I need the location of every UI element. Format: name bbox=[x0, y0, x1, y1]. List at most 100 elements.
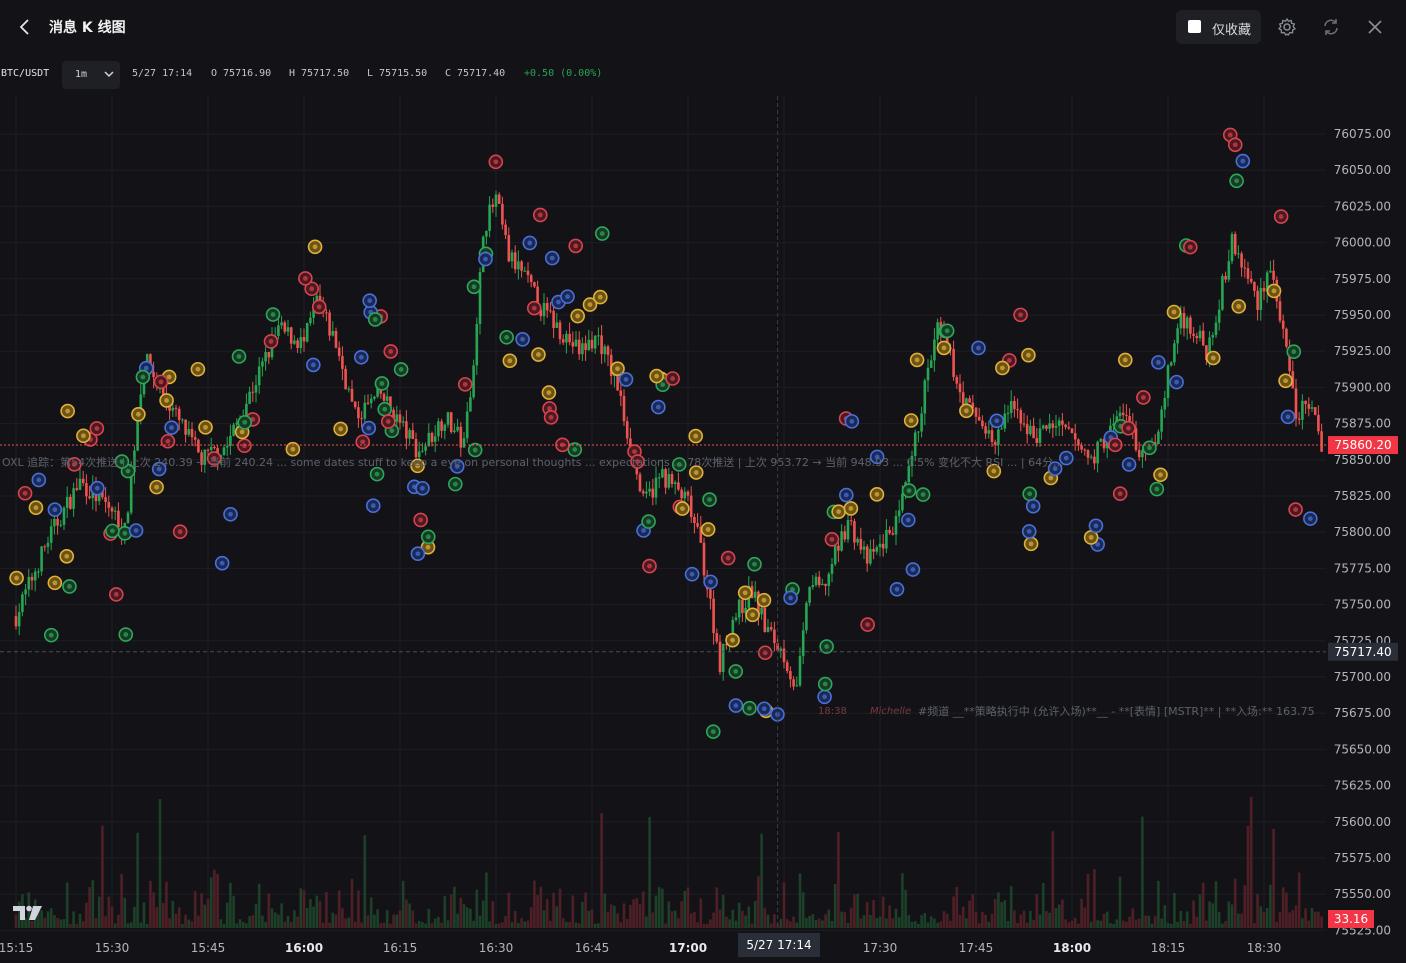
volume-bar bbox=[161, 903, 165, 928]
candle-body bbox=[1307, 403, 1311, 409]
settings-button[interactable] bbox=[1276, 16, 1298, 38]
volume-bar bbox=[251, 915, 255, 928]
volume-bar bbox=[75, 923, 79, 928]
refresh-button[interactable] bbox=[1320, 16, 1342, 38]
volume-bar bbox=[1224, 921, 1227, 928]
candle-body bbox=[888, 529, 891, 534]
candle-body bbox=[344, 368, 347, 390]
message-marker bbox=[843, 501, 859, 516]
volume-bar bbox=[1249, 796, 1253, 928]
candle-body bbox=[1051, 423, 1055, 428]
message-marker bbox=[567, 442, 583, 457]
candle-body bbox=[222, 447, 226, 456]
avatar-dot bbox=[239, 429, 245, 435]
candle-body bbox=[721, 643, 725, 673]
volume-bar bbox=[213, 869, 216, 928]
checkbox[interactable] bbox=[1188, 20, 1201, 33]
volume-bar bbox=[59, 919, 63, 928]
message-marker bbox=[1286, 344, 1302, 360]
message-marker bbox=[522, 235, 538, 251]
volume-bar bbox=[587, 910, 591, 928]
candle-body bbox=[401, 421, 405, 423]
back-button[interactable] bbox=[14, 16, 36, 38]
avatar-dot bbox=[1126, 462, 1132, 467]
message-marker bbox=[367, 312, 383, 327]
volume-bar bbox=[424, 923, 427, 928]
timeframe-select[interactable]: 1m bbox=[62, 61, 120, 89]
avatar-dot bbox=[1026, 352, 1031, 358]
volume-bar bbox=[446, 920, 450, 928]
top-bar: 消息 K 线图 仅收藏 bbox=[0, 0, 1406, 54]
message-marker bbox=[889, 581, 905, 597]
volume-bar bbox=[584, 892, 587, 928]
volume-bar bbox=[1214, 881, 1218, 928]
candle-body bbox=[894, 516, 898, 535]
volume-bar bbox=[14, 914, 18, 928]
tradingview-logo bbox=[13, 905, 42, 920]
volume-bar bbox=[142, 902, 146, 928]
volume-bar bbox=[433, 918, 437, 928]
volume-bar bbox=[865, 902, 869, 928]
message-marker bbox=[742, 700, 757, 716]
candle-body bbox=[104, 497, 107, 503]
candle-body bbox=[792, 679, 795, 687]
avatar-dot bbox=[483, 256, 488, 262]
volume-bar bbox=[885, 918, 888, 928]
candle-body bbox=[869, 548, 872, 564]
volume-bar bbox=[165, 881, 168, 928]
avatar-dot bbox=[1291, 349, 1297, 355]
message-marker bbox=[67, 456, 82, 472]
candle-body bbox=[1317, 414, 1320, 432]
message-marker bbox=[700, 522, 716, 537]
volume-bar bbox=[830, 921, 834, 928]
message-markers[interactable] bbox=[9, 127, 1318, 739]
time-tick-label: 16:15 bbox=[383, 941, 418, 955]
candle-body bbox=[37, 571, 40, 573]
message-marker bbox=[869, 449, 885, 465]
message-marker bbox=[362, 293, 377, 308]
message-marker bbox=[263, 334, 279, 349]
volume-bar bbox=[1000, 901, 1003, 928]
avatar-dot bbox=[693, 470, 699, 475]
avatar-dot bbox=[316, 304, 322, 310]
avatar-dot bbox=[894, 586, 900, 592]
avatar-dot bbox=[177, 529, 183, 535]
close-button[interactable] bbox=[1364, 16, 1386, 38]
avatar-dot bbox=[733, 703, 739, 708]
avatar-dot bbox=[752, 561, 757, 567]
message-marker bbox=[466, 279, 482, 295]
message-marker bbox=[642, 558, 657, 574]
volume-bar bbox=[456, 913, 459, 928]
favorites-only-toggle[interactable]: 仅收藏 bbox=[1176, 10, 1261, 44]
message-marker bbox=[560, 289, 575, 304]
volume-bar bbox=[1288, 912, 1291, 928]
volume-bar bbox=[699, 898, 703, 928]
candle-body bbox=[478, 272, 482, 325]
volume-bar bbox=[62, 919, 66, 928]
message-marker bbox=[413, 512, 428, 528]
candle-body bbox=[923, 380, 927, 414]
candle-body bbox=[629, 438, 632, 453]
candle-body bbox=[85, 483, 88, 497]
candle-body bbox=[1189, 317, 1192, 334]
candle-body bbox=[1192, 333, 1195, 336]
candlestick-chart[interactable]: OXL 追踪：第54次推送 | 上次 240.39 → 当前 240.24 ..… bbox=[0, 96, 1406, 963]
candle-body bbox=[501, 203, 504, 225]
candle-body bbox=[625, 421, 629, 439]
message-marker bbox=[43, 627, 59, 643]
candle-body bbox=[1285, 328, 1288, 347]
volume-bar bbox=[635, 898, 639, 928]
avatar-dot bbox=[52, 507, 58, 513]
message-marker bbox=[109, 587, 124, 602]
volume-bar bbox=[309, 899, 312, 928]
candle-body bbox=[606, 346, 610, 355]
candle-body bbox=[619, 390, 623, 396]
avatar-dot bbox=[1006, 358, 1012, 363]
candle-body bbox=[389, 396, 392, 410]
avatar-dot bbox=[33, 505, 39, 511]
avatar-dot bbox=[843, 492, 849, 498]
price-tick-label: 75975.00 bbox=[1334, 272, 1391, 286]
message-marker bbox=[971, 340, 986, 356]
message-marker bbox=[190, 361, 206, 377]
candle-body bbox=[235, 422, 239, 425]
